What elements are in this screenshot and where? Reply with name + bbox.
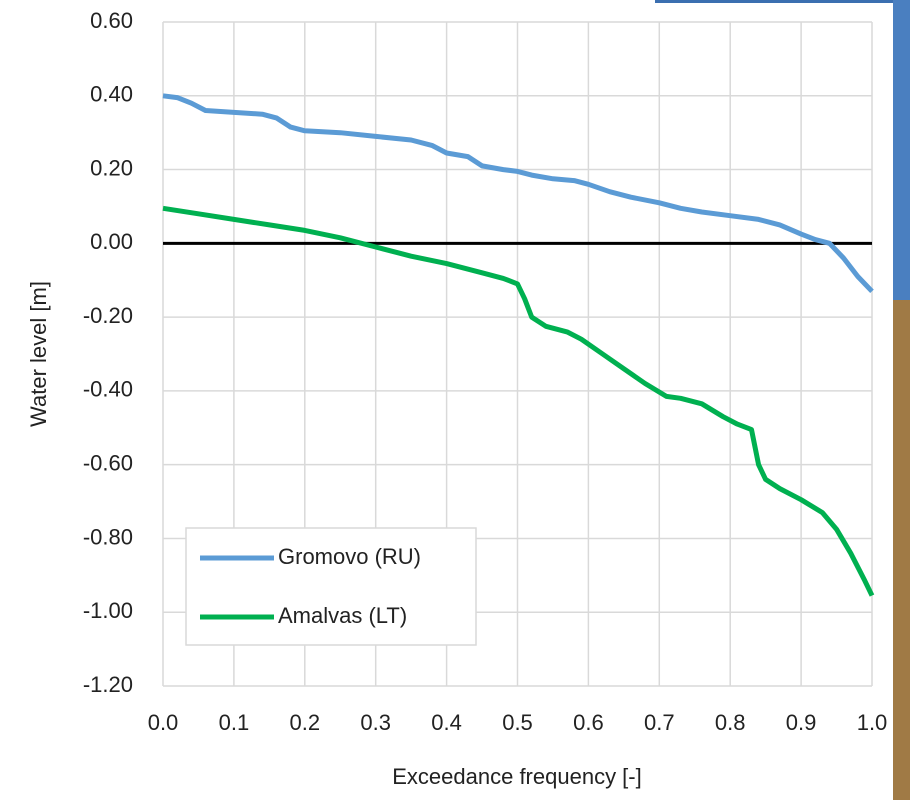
- x-tick-label: 0.6: [573, 710, 604, 735]
- legend-label: Gromovo (RU): [278, 544, 421, 569]
- x-tick-label: 0.7: [644, 710, 675, 735]
- y-tick-label: -0.80: [83, 524, 133, 549]
- y-axis-title: Water level [m]: [26, 281, 51, 427]
- y-tick-label: 0.40: [90, 82, 133, 107]
- x-tick-label: 0.2: [290, 710, 321, 735]
- y-tick-label: -0.20: [83, 303, 133, 328]
- x-tick-label: 0.1: [219, 710, 250, 735]
- x-tick-label: 0.4: [431, 710, 462, 735]
- y-tick-label: 0.00: [90, 229, 133, 254]
- y-tick-label: -0.60: [83, 450, 133, 475]
- x-tick-label: 0.8: [715, 710, 746, 735]
- x-tick-label: 0.0: [148, 710, 179, 735]
- x-tick-label: 0.5: [502, 710, 533, 735]
- series-line: [162, 93, 874, 294]
- y-tick-label: 0.20: [90, 155, 133, 180]
- y-tick-label: -1.00: [83, 598, 133, 623]
- x-tick-label: 1.0: [857, 710, 888, 735]
- legend-label: Amalvas (LT): [278, 603, 407, 628]
- series-line: [162, 205, 875, 597]
- x-tick-label: 0.9: [786, 710, 817, 735]
- y-tick-label: 0.60: [90, 8, 133, 33]
- y-tick-label: -0.40: [83, 377, 133, 402]
- photo-edge: [655, 0, 895, 3]
- photo-sky: [893, 0, 910, 300]
- x-axis-title: Exceedance frequency [-]: [392, 764, 641, 789]
- x-tick-label: 0.3: [360, 710, 391, 735]
- legend-box: [185, 527, 477, 646]
- y-tick-label: -1.20: [83, 672, 133, 697]
